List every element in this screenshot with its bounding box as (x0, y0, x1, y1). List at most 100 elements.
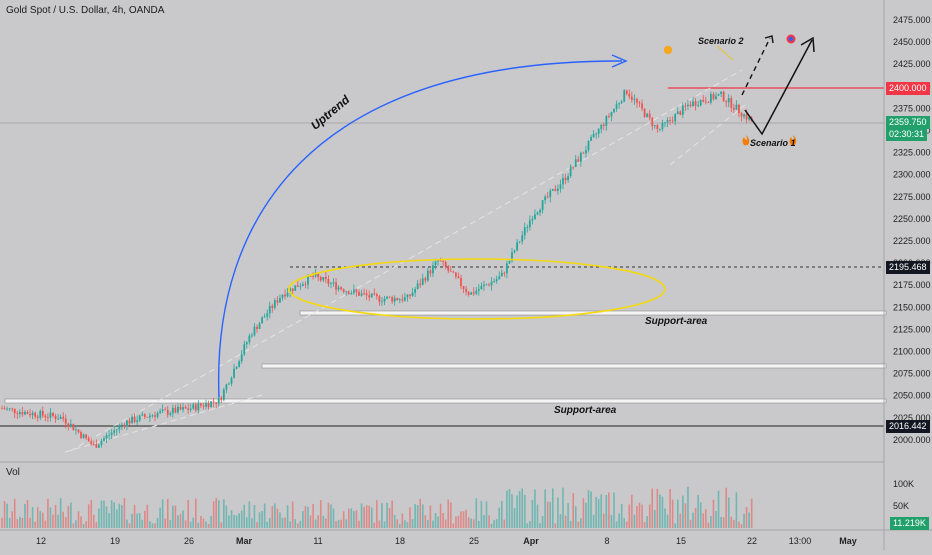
candle-body[interactable] (710, 94, 712, 103)
candle-body[interactable] (404, 297, 406, 301)
candle-body[interactable] (1, 408, 3, 410)
candle-body[interactable] (406, 294, 409, 298)
candle-body[interactable] (722, 91, 725, 102)
candle-body[interactable] (256, 326, 258, 329)
candle-body[interactable] (85, 434, 88, 439)
candle-body[interactable] (661, 123, 664, 130)
candle-body[interactable] (118, 425, 121, 430)
candle-body[interactable] (24, 411, 26, 415)
candle-body[interactable] (296, 285, 299, 287)
candle-body[interactable] (248, 335, 251, 343)
candle-body[interactable] (8, 408, 11, 410)
candle-body[interactable] (378, 296, 381, 302)
candle-body[interactable] (585, 149, 587, 154)
candle-body[interactable] (370, 293, 373, 298)
candle-body[interactable] (490, 281, 493, 286)
candle-body[interactable] (475, 290, 478, 294)
candle-body[interactable] (67, 423, 70, 427)
candle-body[interactable] (154, 415, 156, 417)
uptrend-arrow[interactable] (217, 60, 623, 398)
candle-body[interactable] (200, 403, 202, 406)
candle-body[interactable] (103, 438, 105, 441)
candle-body[interactable] (659, 129, 661, 130)
candle-body[interactable] (192, 404, 195, 409)
candle-body[interactable] (146, 416, 149, 418)
candle-body[interactable] (416, 283, 419, 289)
candle-body[interactable] (551, 188, 554, 191)
candle-body[interactable] (80, 432, 82, 438)
candle-body[interactable] (230, 377, 233, 384)
candle-body[interactable] (493, 281, 496, 282)
candle-body[interactable] (511, 252, 513, 261)
candle-body[interactable] (166, 409, 169, 415)
candle-body[interactable] (516, 242, 518, 251)
candle-body[interactable] (245, 342, 248, 345)
candle-body[interactable] (608, 116, 610, 117)
candle-body[interactable] (477, 289, 480, 291)
candle-body[interactable] (457, 276, 460, 279)
candle-body[interactable] (253, 326, 256, 336)
candle-body[interactable] (240, 354, 243, 362)
candlestick-series[interactable] (1, 88, 753, 449)
candle-body[interactable] (398, 299, 401, 301)
candle-body[interactable] (149, 415, 151, 418)
candle-body[interactable] (579, 152, 582, 162)
candle-body[interactable] (138, 415, 141, 421)
candle-body[interactable] (113, 430, 116, 433)
candle-body[interactable] (605, 116, 608, 126)
candle-body[interactable] (569, 166, 572, 177)
candle-body[interactable] (75, 429, 77, 431)
candle-body[interactable] (536, 212, 539, 215)
candle-body[interactable] (712, 94, 715, 100)
candle-body[interactable] (327, 279, 330, 284)
candle-body[interactable] (57, 419, 59, 420)
candle-body[interactable] (549, 190, 552, 198)
candle-body[interactable] (460, 278, 462, 287)
candle-body[interactable] (625, 90, 628, 94)
candle-body[interactable] (748, 117, 751, 120)
candle-body[interactable] (671, 120, 674, 122)
candle-body[interactable] (656, 125, 659, 130)
candle-body[interactable] (557, 188, 559, 191)
candle-body[interactable] (597, 129, 600, 134)
candle-body[interactable] (169, 413, 172, 415)
candle-body[interactable] (414, 288, 416, 293)
candle-body[interactable] (350, 292, 353, 295)
candle-body[interactable] (506, 263, 508, 274)
candle-body[interactable] (546, 196, 549, 198)
candle-body[interactable] (707, 102, 710, 103)
candle-body[interactable] (472, 292, 475, 294)
candle-body[interactable] (564, 177, 567, 181)
candle-body[interactable] (485, 284, 488, 286)
candle-body[interactable] (720, 91, 722, 95)
candle-body[interactable] (159, 411, 161, 413)
candle-body[interactable] (243, 344, 246, 355)
candle-body[interactable] (521, 235, 524, 242)
candle-body[interactable] (72, 423, 75, 431)
candle-body[interactable] (615, 104, 618, 109)
candle-body[interactable] (694, 101, 697, 106)
candle-body[interactable] (302, 284, 304, 286)
candle-body[interactable] (715, 95, 717, 100)
candle-body[interactable] (202, 405, 205, 407)
candle-body[interactable] (419, 283, 422, 285)
candle-body[interactable] (513, 250, 516, 253)
candle-body[interactable] (123, 424, 126, 427)
candle-body[interactable] (437, 260, 439, 262)
candle-body[interactable] (212, 401, 215, 403)
candle-body[interactable] (345, 291, 348, 293)
candle-body[interactable] (59, 416, 62, 420)
candle-body[interactable] (177, 406, 179, 413)
scenario-2-path[interactable] (741, 37, 771, 96)
candle-body[interactable] (539, 210, 541, 213)
candle-body[interactable] (434, 261, 437, 266)
candle-body[interactable] (95, 444, 98, 448)
candle-body[interactable] (498, 276, 501, 280)
candle-body[interactable] (381, 301, 383, 303)
candle-body[interactable] (653, 125, 656, 127)
candle-body[interactable] (483, 284, 485, 286)
candle-body[interactable] (52, 412, 54, 417)
candle-body[interactable] (643, 108, 646, 117)
candle-body[interactable] (500, 272, 503, 277)
candle-body[interactable] (743, 114, 745, 117)
